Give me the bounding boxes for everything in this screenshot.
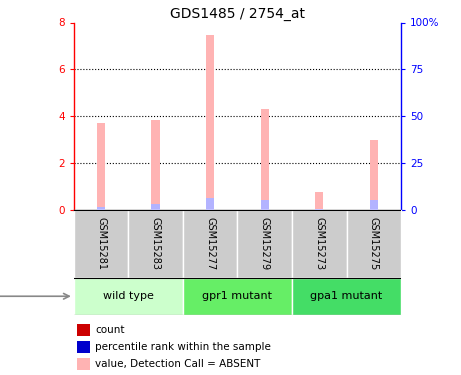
Bar xyxy=(183,278,292,315)
Bar xyxy=(152,204,160,210)
Text: GSM15275: GSM15275 xyxy=(369,217,379,270)
Bar xyxy=(97,207,105,210)
Bar xyxy=(183,210,237,278)
Text: GSM15283: GSM15283 xyxy=(151,217,160,270)
Title: GDS1485 / 2754_at: GDS1485 / 2754_at xyxy=(170,8,305,21)
Text: gpr1 mutant: gpr1 mutant xyxy=(202,291,272,301)
Bar xyxy=(74,278,183,315)
Bar xyxy=(292,278,401,315)
Bar xyxy=(292,210,347,278)
Text: GSM15277: GSM15277 xyxy=(205,217,215,270)
Bar xyxy=(370,140,378,210)
Bar xyxy=(128,210,183,278)
Text: count: count xyxy=(95,325,124,335)
Bar xyxy=(347,210,401,278)
Bar xyxy=(77,324,90,336)
Text: wild type: wild type xyxy=(103,291,154,301)
Bar xyxy=(315,209,323,210)
Bar xyxy=(315,192,323,210)
Text: percentile rank within the sample: percentile rank within the sample xyxy=(95,342,271,352)
Text: GSM15279: GSM15279 xyxy=(260,217,270,270)
Bar xyxy=(77,341,90,353)
Text: gpa1 mutant: gpa1 mutant xyxy=(310,291,383,301)
Text: GSM15273: GSM15273 xyxy=(314,217,324,270)
Bar xyxy=(370,200,378,210)
Bar xyxy=(97,123,105,210)
Bar xyxy=(206,198,214,210)
Text: value, Detection Call = ABSENT: value, Detection Call = ABSENT xyxy=(95,359,260,369)
Bar xyxy=(74,210,128,278)
Bar xyxy=(152,120,160,210)
Bar xyxy=(260,109,269,210)
Bar xyxy=(77,358,90,370)
Bar xyxy=(260,200,269,210)
Bar xyxy=(237,210,292,278)
Text: GSM15281: GSM15281 xyxy=(96,217,106,270)
Bar xyxy=(206,35,214,210)
